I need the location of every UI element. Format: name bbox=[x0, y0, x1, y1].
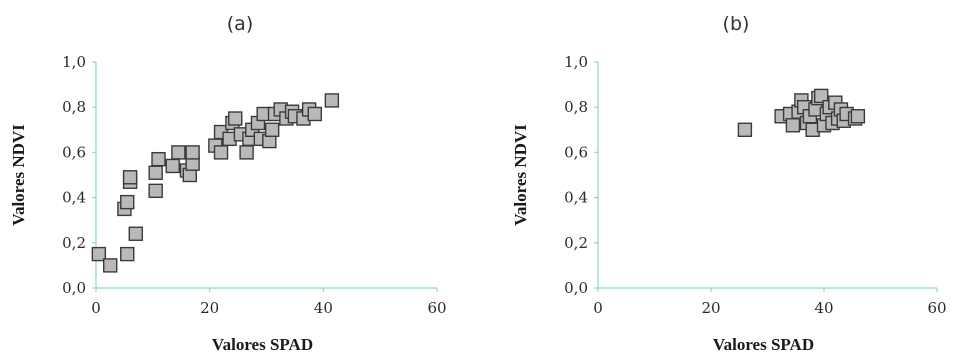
y-tick-label: 0,2 bbox=[564, 234, 588, 252]
data-point bbox=[91, 246, 107, 262]
y-tick-label: 0,6 bbox=[62, 143, 86, 161]
data-point bbox=[213, 145, 229, 160]
y-tick-label: 1,0 bbox=[564, 53, 588, 71]
x-tick-label: 60 bbox=[427, 299, 446, 317]
y-tick-label: 1,0 bbox=[62, 53, 86, 71]
data-point bbox=[103, 258, 118, 273]
data-point bbox=[122, 170, 138, 185]
y-tick-label: 0,8 bbox=[62, 98, 86, 116]
x-axis-title: Valores SPAD bbox=[212, 335, 313, 354]
x-tick-label: 20 bbox=[200, 299, 219, 317]
data-point bbox=[813, 88, 829, 104]
x-tick-label: 0 bbox=[91, 299, 101, 317]
x-tick-label: 40 bbox=[314, 299, 333, 317]
data-point bbox=[171, 145, 186, 160]
y-tick-label: 0,4 bbox=[62, 189, 86, 207]
data-point bbox=[324, 93, 340, 108]
data-point bbox=[850, 109, 866, 124]
data-point bbox=[785, 118, 801, 133]
panel-label: (a) bbox=[227, 13, 253, 35]
data-point bbox=[165, 158, 180, 174]
y-tick-label: 0,2 bbox=[62, 234, 86, 252]
y-tick-label: 0,0 bbox=[564, 279, 588, 297]
data-point bbox=[120, 246, 135, 262]
x-axis-title: Valores SPAD bbox=[713, 335, 814, 354]
data-point bbox=[737, 122, 753, 138]
y-tick-label: 0,0 bbox=[62, 279, 86, 297]
chart-panel-a: (a) 0,0 0,2 0,4 0,6 0,8 1,0 0 20 40 60 Valores SPAD… bbox=[9, 13, 447, 354]
x-tick-label: 0 bbox=[593, 299, 603, 317]
data-point bbox=[185, 145, 200, 160]
data-point bbox=[264, 122, 280, 138]
x-tick-label: 20 bbox=[701, 299, 720, 317]
data-point bbox=[120, 194, 135, 210]
y-axis-title: Valores NDVI bbox=[511, 124, 530, 226]
y-tick-label: 0,6 bbox=[564, 143, 588, 161]
x-tick-label: 60 bbox=[927, 299, 946, 317]
data-point bbox=[148, 165, 163, 180]
data-point bbox=[307, 106, 323, 122]
y-axis-title: Valores NDVI bbox=[9, 124, 28, 226]
panel-label: (b) bbox=[723, 13, 750, 35]
data-point bbox=[128, 226, 143, 241]
data-point bbox=[228, 111, 243, 126]
data-point bbox=[239, 145, 254, 160]
data-point bbox=[151, 151, 166, 167]
data-point bbox=[148, 183, 163, 199]
y-tick-label: 0,4 bbox=[564, 189, 588, 207]
chart-panel-b: (b) 0,0 0,2 0,4 0,6 0,8 1,0 0 20 40 60 Valores SPAD… bbox=[511, 13, 947, 354]
x-tick-label: 40 bbox=[814, 299, 833, 317]
y-tick-label: 0,8 bbox=[564, 98, 588, 116]
